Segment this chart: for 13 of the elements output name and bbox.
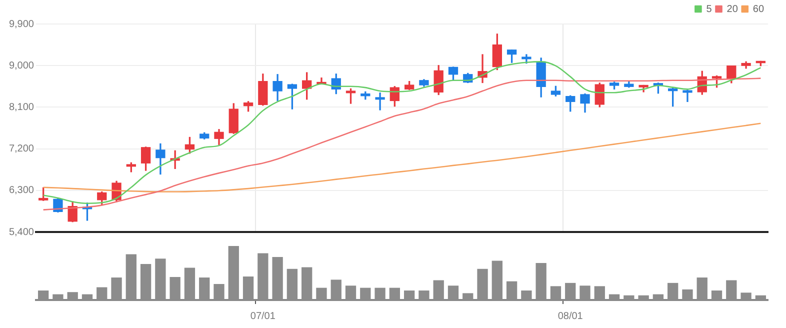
y-tick-label: 7,200 [8,144,34,155]
legend-label: 60 [752,4,764,15]
y-tick-label: 8,100 [8,102,34,113]
legend-label: 20 [726,4,738,15]
y-tick-label: 5,400 [8,226,34,238]
candlestick [682,90,692,102]
y-tick-label: 9,900 [8,18,34,30]
candlestick [375,92,385,110]
y-tick-label: 6,300 [8,185,34,196]
y-tick-label: 9,000 [8,60,34,72]
x-tick-label: 07/01 [250,310,276,322]
legend-label: 5 [706,4,712,15]
x-tick-label: 08/01 [558,310,584,322]
